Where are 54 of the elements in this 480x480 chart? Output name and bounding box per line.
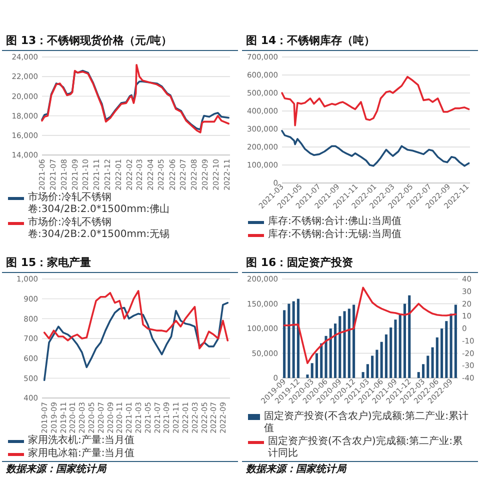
bar	[450, 314, 452, 378]
bar	[408, 295, 411, 378]
bar	[431, 347, 434, 378]
chart-title: 图 16：固定资产投资	[242, 256, 478, 273]
legend-label: 固定资产投资(不含农户)完成额:第二产业:累计值	[264, 411, 470, 435]
bar	[338, 316, 342, 378]
bar	[348, 308, 350, 378]
bar	[366, 364, 369, 378]
bar	[315, 353, 318, 378]
bar	[422, 364, 425, 378]
bar	[394, 320, 397, 378]
legend-label: 家用电冰箱:产量:当月值	[28, 448, 135, 460]
bar	[310, 363, 314, 378]
bar	[440, 328, 444, 378]
bar	[320, 343, 323, 378]
bar	[292, 301, 295, 378]
source-note: 数据来源：国家统计局	[2, 461, 238, 476]
bar	[403, 304, 406, 378]
bar	[362, 372, 364, 378]
bar	[306, 374, 309, 378]
bar	[343, 311, 346, 378]
line-series	[283, 286, 457, 364]
legend-label: 库存:不锈钢:合计:无锡:当周值	[268, 229, 402, 241]
bar	[398, 314, 402, 378]
bar	[436, 337, 438, 378]
bar	[352, 304, 356, 378]
bar	[283, 310, 286, 378]
line-series	[281, 130, 470, 167]
legend-label: 市场价:冷轧不锈钢卷:304/2B:2.0*1500mm:佛山	[28, 192, 171, 216]
legend-label: 家用洗衣机:产量:当月值	[28, 435, 135, 447]
bar	[334, 324, 337, 378]
bar	[380, 342, 383, 378]
bar	[288, 304, 290, 378]
bar	[426, 356, 430, 378]
legend-label: 固定资产投资(不含农户)完成额:第二产业:累计同比	[268, 436, 464, 460]
source-note: 数据来源：国家统计局	[242, 461, 478, 476]
bar	[296, 298, 300, 378]
line-series	[281, 76, 470, 126]
bar	[445, 321, 448, 378]
chart-title: 图 14：不锈钢库存（吨）	[242, 34, 478, 51]
bar	[417, 372, 420, 378]
bar	[376, 350, 378, 378]
line-series	[43, 302, 229, 382]
line-series	[43, 290, 229, 350]
bar	[371, 356, 374, 378]
bar	[390, 328, 392, 378]
bar	[454, 304, 457, 378]
chart-title: 图 13：不锈钢现货价格（元/吨）	[2, 34, 238, 51]
bar	[324, 336, 328, 378]
bar	[384, 334, 388, 378]
chart-title: 图 15：家电产量	[2, 256, 238, 273]
legend-label: 市场价:冷轧不锈钢卷:304/2B:2.0*1500mm:无锡	[28, 217, 171, 241]
legend-label: 库存:不锈钢:合计:佛山:当周值	[268, 216, 402, 228]
bar	[329, 328, 332, 378]
